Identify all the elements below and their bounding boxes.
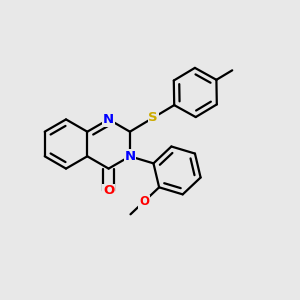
Text: O: O	[103, 184, 114, 197]
Text: O: O	[139, 195, 149, 208]
Text: N: N	[124, 150, 136, 163]
Text: N: N	[103, 113, 114, 126]
Text: S: S	[148, 111, 158, 124]
